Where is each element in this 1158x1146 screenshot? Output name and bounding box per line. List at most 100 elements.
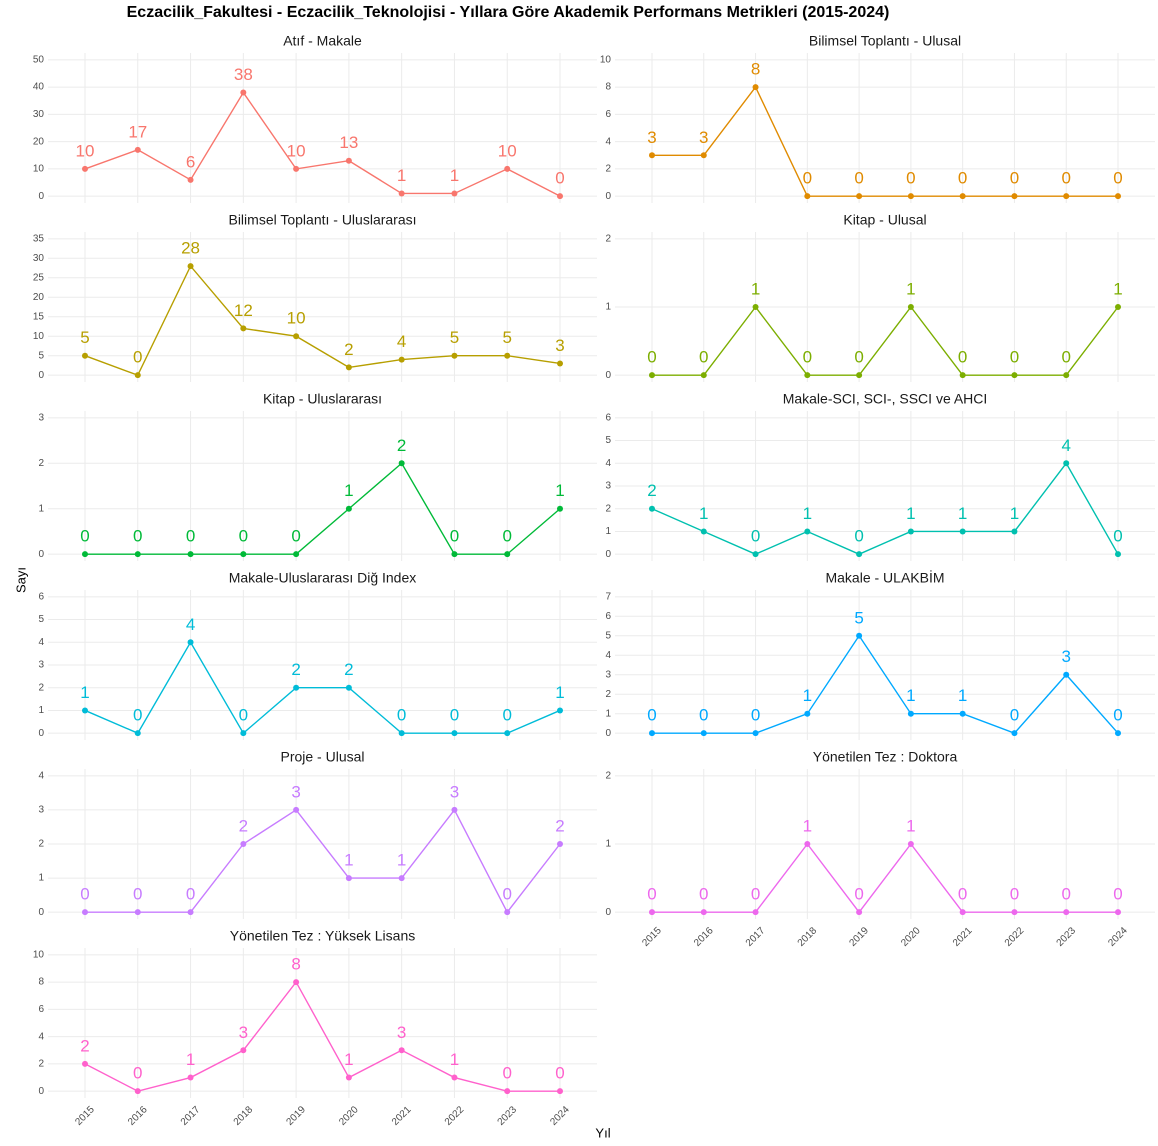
y-tick-label: 6 bbox=[38, 1004, 44, 1015]
x-tick-label: 2017 bbox=[744, 925, 768, 949]
data-label: 0 bbox=[397, 706, 406, 725]
data-label: 8 bbox=[291, 955, 300, 974]
line bbox=[84, 264, 561, 377]
data-label: 1 bbox=[397, 166, 406, 185]
y-tick-label: 2 bbox=[605, 770, 611, 781]
data-label: 0 bbox=[80, 527, 89, 546]
point bbox=[504, 730, 511, 737]
y-tick-label: 40 bbox=[33, 82, 45, 93]
data-label: 0 bbox=[803, 348, 812, 367]
x-tick-label: 2022 bbox=[443, 1104, 467, 1128]
data-label: 1 bbox=[906, 504, 915, 523]
point bbox=[700, 152, 707, 159]
data-label: 1 bbox=[958, 504, 967, 523]
data-label: 0 bbox=[854, 527, 863, 546]
point bbox=[804, 841, 811, 847]
point bbox=[451, 730, 458, 737]
data-label: 0 bbox=[239, 706, 248, 725]
data-label: 8 bbox=[751, 60, 760, 79]
data-label: 5 bbox=[80, 328, 89, 347]
line bbox=[651, 462, 1119, 555]
point bbox=[134, 730, 141, 737]
point bbox=[1115, 193, 1121, 200]
point bbox=[907, 710, 914, 717]
point bbox=[398, 460, 405, 467]
point bbox=[240, 89, 247, 96]
point bbox=[134, 1088, 141, 1095]
point bbox=[557, 707, 563, 714]
point bbox=[557, 193, 563, 200]
panel-title: Makale-SCI, SCI-, SSCI ve AHCI bbox=[783, 391, 988, 407]
point bbox=[82, 1060, 88, 1067]
data-label: 0 bbox=[958, 885, 967, 904]
y-tick-label: 0 bbox=[605, 907, 611, 918]
point bbox=[700, 730, 707, 737]
data-label: 1 bbox=[803, 686, 812, 705]
data-label: 0 bbox=[1061, 885, 1070, 904]
y-tick-label: 30 bbox=[33, 253, 45, 264]
data-label: 0 bbox=[854, 885, 863, 904]
point bbox=[649, 505, 655, 512]
point bbox=[187, 1074, 194, 1081]
data-label: 1 bbox=[344, 481, 353, 500]
data-label: 0 bbox=[1010, 169, 1019, 188]
point bbox=[752, 909, 759, 916]
y-tick-label: 25 bbox=[33, 272, 45, 283]
point bbox=[1011, 193, 1018, 200]
data-label: 1 bbox=[344, 1050, 353, 1069]
panel-title: Proje - Ulusal bbox=[280, 749, 364, 765]
point bbox=[345, 505, 352, 512]
point bbox=[134, 146, 141, 153]
data-label: 2 bbox=[344, 660, 353, 679]
panel-title: Kitap - Uluslararası bbox=[263, 391, 382, 407]
data-label: 0 bbox=[133, 885, 142, 904]
point bbox=[504, 352, 511, 359]
data-label: 0 bbox=[854, 169, 863, 188]
point bbox=[134, 909, 141, 916]
point bbox=[1063, 460, 1070, 467]
line bbox=[652, 305, 1119, 376]
y-tick-label: 3 bbox=[38, 805, 44, 816]
point bbox=[1115, 730, 1121, 737]
data-label: 0 bbox=[1113, 706, 1122, 725]
data-label: 0 bbox=[647, 348, 656, 367]
point bbox=[700, 372, 707, 379]
data-label: 1 bbox=[555, 481, 564, 500]
y-tick-label: 8 bbox=[605, 82, 611, 93]
data-label: 6 bbox=[186, 152, 195, 171]
data-label: 17 bbox=[128, 122, 147, 141]
point bbox=[856, 193, 863, 200]
data-label: 1 bbox=[397, 851, 406, 870]
y-tick-label: 4 bbox=[605, 650, 611, 661]
point bbox=[907, 841, 914, 847]
point bbox=[398, 730, 405, 737]
point bbox=[1063, 372, 1070, 379]
y-tick-label: 4 bbox=[38, 637, 44, 648]
panel-title: Bilimsel Toplantı - Uluslararası bbox=[228, 212, 416, 228]
data-label: 0 bbox=[699, 348, 708, 367]
line bbox=[85, 462, 561, 555]
y-tick-label: 3 bbox=[38, 412, 44, 423]
data-label: 38 bbox=[234, 65, 253, 84]
point bbox=[187, 639, 194, 646]
data-label: 3 bbox=[450, 782, 459, 801]
data-label: 5 bbox=[854, 608, 863, 627]
y-tick-label: 0 bbox=[38, 1086, 44, 1097]
point bbox=[1011, 528, 1018, 535]
point bbox=[398, 356, 405, 363]
data-label: 0 bbox=[647, 706, 656, 725]
point bbox=[557, 1088, 563, 1095]
point bbox=[1115, 304, 1121, 310]
point bbox=[398, 190, 405, 197]
y-tick-label: 2 bbox=[605, 689, 611, 700]
point bbox=[752, 84, 759, 91]
y-tick-label: 2 bbox=[605, 503, 611, 514]
y-tick-label: 0 bbox=[38, 191, 44, 202]
data-label: 28 bbox=[181, 239, 200, 258]
line bbox=[652, 842, 1118, 914]
data-label: 1 bbox=[751, 279, 760, 298]
data-label: 0 bbox=[133, 527, 142, 546]
point bbox=[804, 193, 811, 200]
x-tick-label: 2021 bbox=[390, 1104, 414, 1128]
